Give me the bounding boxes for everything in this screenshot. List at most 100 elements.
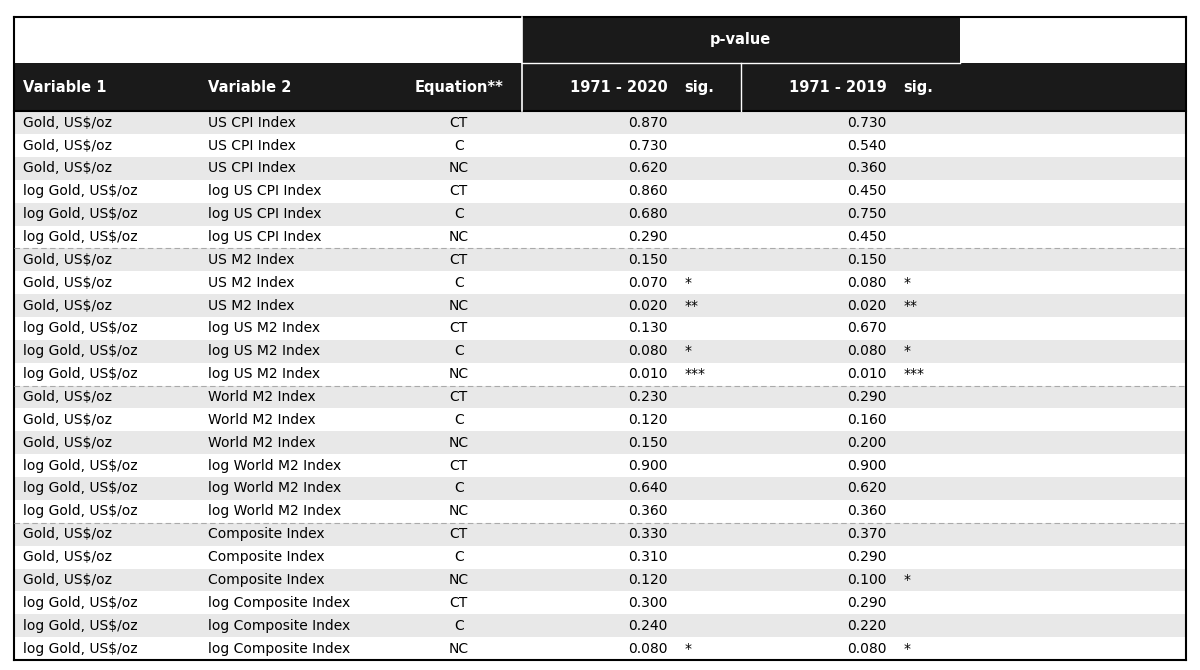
Text: log Gold, US$/oz: log Gold, US$/oz: [23, 459, 138, 472]
Text: 0.080: 0.080: [629, 344, 667, 358]
Text: *: *: [904, 344, 911, 358]
Text: *: *: [684, 641, 691, 655]
Text: ***: ***: [684, 367, 706, 381]
Text: 0.540: 0.540: [847, 139, 887, 153]
Text: 1971 - 2019: 1971 - 2019: [788, 80, 887, 94]
Bar: [14, 454, 1186, 477]
Text: log Gold, US$/oz: log Gold, US$/oz: [23, 184, 138, 198]
Text: C: C: [454, 550, 463, 564]
Text: C: C: [454, 276, 463, 289]
Text: CT: CT: [450, 184, 468, 198]
Text: 0.730: 0.730: [629, 139, 667, 153]
Text: log Gold, US$/oz: log Gold, US$/oz: [23, 367, 138, 381]
Text: C: C: [454, 618, 463, 632]
Text: 0.010: 0.010: [847, 367, 887, 381]
Text: 0.900: 0.900: [847, 459, 887, 472]
Text: 0.150: 0.150: [847, 253, 887, 267]
Text: log US CPI Index: log US CPI Index: [208, 184, 322, 198]
Text: sig.: sig.: [904, 80, 934, 94]
Text: 0.150: 0.150: [629, 253, 667, 267]
Text: C: C: [454, 413, 463, 427]
Text: Gold, US$/oz: Gold, US$/oz: [23, 161, 112, 176]
Text: World M2 Index: World M2 Index: [208, 390, 316, 404]
Bar: [14, 614, 1186, 637]
Text: 0.080: 0.080: [847, 276, 887, 289]
Bar: [14, 317, 1186, 340]
Text: log Gold, US$/oz: log Gold, US$/oz: [23, 596, 138, 610]
Text: log World M2 Index: log World M2 Index: [208, 482, 341, 496]
Text: Composite Index: Composite Index: [208, 550, 324, 564]
Text: 0.620: 0.620: [847, 482, 887, 496]
Text: 0.450: 0.450: [847, 230, 887, 244]
Text: Composite Index: Composite Index: [208, 573, 324, 587]
Text: log Gold, US$/oz: log Gold, US$/oz: [23, 641, 138, 655]
Bar: [14, 17, 522, 63]
Bar: [14, 134, 1186, 157]
Text: 0.290: 0.290: [629, 230, 667, 244]
Bar: [14, 386, 1186, 409]
Bar: [14, 569, 1186, 592]
Bar: [14, 63, 1186, 111]
Text: 0.640: 0.640: [629, 482, 667, 496]
Text: CT: CT: [450, 116, 468, 130]
Text: log World M2 Index: log World M2 Index: [208, 505, 341, 519]
Text: 0.670: 0.670: [847, 322, 887, 336]
Text: log Gold, US$/oz: log Gold, US$/oz: [23, 322, 138, 336]
Bar: [14, 111, 1186, 134]
Text: log Gold, US$/oz: log Gold, US$/oz: [23, 482, 138, 496]
Text: 0.130: 0.130: [629, 322, 667, 336]
Text: World M2 Index: World M2 Index: [208, 413, 316, 427]
Text: log US M2 Index: log US M2 Index: [208, 322, 320, 336]
Text: 1971 - 2020: 1971 - 2020: [570, 80, 667, 94]
Text: CT: CT: [450, 459, 468, 472]
Text: 0.120: 0.120: [629, 573, 667, 587]
Text: 0.750: 0.750: [847, 207, 887, 221]
Text: *: *: [904, 641, 911, 655]
Text: 0.310: 0.310: [629, 550, 667, 564]
Text: NC: NC: [449, 299, 469, 313]
Text: *: *: [904, 276, 911, 289]
Bar: [14, 157, 1186, 180]
Text: C: C: [454, 207, 463, 221]
Text: Gold, US$/oz: Gold, US$/oz: [23, 573, 112, 587]
Bar: [14, 477, 1186, 500]
Text: C: C: [454, 344, 463, 358]
Text: 0.240: 0.240: [629, 618, 667, 632]
Text: NC: NC: [449, 367, 469, 381]
Text: NC: NC: [449, 641, 469, 655]
Text: 0.680: 0.680: [628, 207, 667, 221]
Text: Composite Index: Composite Index: [208, 527, 324, 541]
Bar: [14, 592, 1186, 614]
Text: log US CPI Index: log US CPI Index: [208, 230, 322, 244]
Text: Gold, US$/oz: Gold, US$/oz: [23, 436, 112, 450]
Bar: [14, 180, 1186, 203]
Text: NC: NC: [449, 161, 469, 176]
Text: US CPI Index: US CPI Index: [208, 161, 295, 176]
Text: log US M2 Index: log US M2 Index: [208, 344, 320, 358]
Text: World M2 Index: World M2 Index: [208, 436, 316, 450]
Text: 0.080: 0.080: [847, 641, 887, 655]
Text: *: *: [684, 344, 691, 358]
Bar: [14, 271, 1186, 294]
Text: Variable 2: Variable 2: [208, 80, 292, 94]
Bar: [14, 226, 1186, 249]
Bar: [14, 500, 1186, 523]
Text: 0.860: 0.860: [628, 184, 667, 198]
Text: CT: CT: [450, 596, 468, 610]
Text: **: **: [684, 299, 698, 313]
Bar: [14, 523, 1186, 545]
Text: 0.070: 0.070: [629, 276, 667, 289]
Text: Gold, US$/oz: Gold, US$/oz: [23, 276, 112, 289]
Text: NC: NC: [449, 505, 469, 519]
Text: log World M2 Index: log World M2 Index: [208, 459, 341, 472]
Text: Gold, US$/oz: Gold, US$/oz: [23, 299, 112, 313]
Text: Gold, US$/oz: Gold, US$/oz: [23, 550, 112, 564]
Text: p-value: p-value: [710, 32, 772, 48]
Bar: [14, 340, 1186, 362]
Text: 0.300: 0.300: [629, 596, 667, 610]
Bar: [522, 17, 960, 63]
Text: CT: CT: [450, 322, 468, 336]
Text: ***: ***: [904, 367, 924, 381]
Text: log Composite Index: log Composite Index: [208, 641, 350, 655]
Text: Equation**: Equation**: [414, 80, 503, 94]
